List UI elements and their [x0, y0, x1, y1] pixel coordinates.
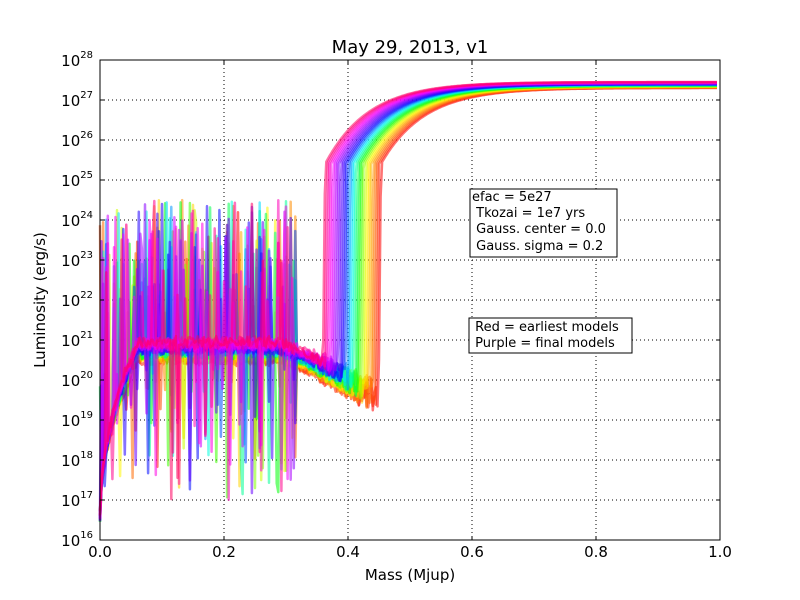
annotation-line: efac = 5e27 — [472, 190, 552, 205]
x-tick-label: 0.4 — [336, 543, 360, 561]
annotation-line: Tkozai = 1e7 yrs — [472, 206, 585, 221]
model-series-line — [98, 80, 717, 511]
annotation-box-parameters-frame — [469, 188, 618, 258]
plot-area: 0.0 0.2 0.4 0.6 0.8 1.01016101710181019102010… — [61, 50, 732, 561]
series-layer — [98, 80, 717, 522]
x-tick-label: 1.0 — [708, 543, 732, 561]
annotation-line: Gauss. sigma = 0.2 — [472, 239, 603, 254]
annotation-box-legend-note-frame — [468, 317, 633, 354]
annotation-line: Red = earliest models — [471, 320, 619, 335]
x-tick-label: 0.8 — [584, 543, 608, 561]
chart-title: May 29, 2013, v1 — [332, 37, 489, 58]
y-axis-label: Luminosity (erg/s) — [31, 232, 49, 368]
annotation-line: Purple = final models — [471, 336, 615, 351]
annotation-line: Gauss. center = 0.0 — [472, 222, 606, 237]
x-tick-label: 0.6 — [460, 543, 484, 561]
x-tick-label: 0.0 — [88, 543, 112, 561]
annotation-box-legend-note: Red = earliest models Purple = final mod… — [468, 317, 633, 354]
x-axis-label: Mass (Mjup) — [365, 566, 455, 584]
annotation-box-parameters: efac = 5e27 Tkozai = 1e7 yrs Gauss. cent… — [469, 188, 618, 258]
x-tick-label: 0.2 — [212, 543, 236, 561]
